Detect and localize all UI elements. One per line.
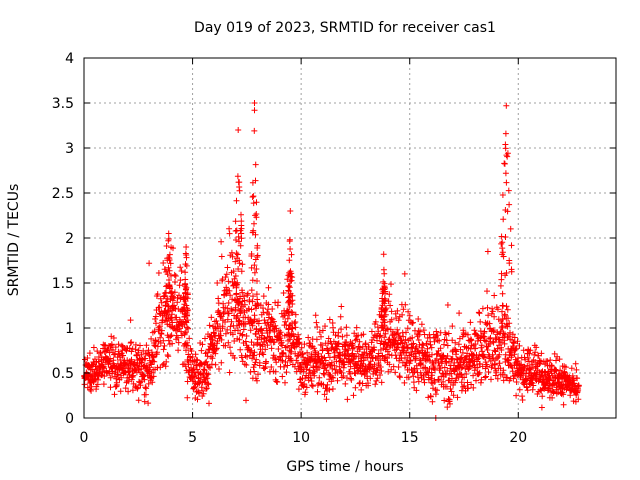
x-tick-label: 5	[188, 430, 197, 446]
x-tick-label: 20	[509, 430, 527, 446]
chart-title: Day 019 of 2023, SRMTID for receiver cas…	[194, 20, 496, 36]
y-tick-label: 4	[65, 51, 74, 67]
y-tick-label: 3.5	[52, 96, 74, 112]
axis-ticks: 0 5 10 15 20 0 0.5 1 1.5 2 2.5 3 3.5 4	[52, 51, 616, 446]
x-axis-label: GPS time / hours	[286, 459, 403, 475]
y-tick-label: 0	[65, 411, 74, 427]
x-tick-label: 10	[292, 430, 310, 446]
x-tick-label: 0	[80, 430, 89, 446]
y-tick-label: 1	[65, 321, 74, 337]
scatter-markers	[81, 100, 582, 421]
y-tick-label: 0.5	[52, 366, 74, 382]
y-tick-label: 1.5	[52, 276, 74, 292]
y-tick-label: 2	[65, 231, 74, 247]
y-axis-label: SRMTID / TECUs	[6, 184, 22, 297]
y-tick-label: 2.5	[52, 186, 74, 202]
x-tick-label: 15	[401, 430, 419, 446]
data-points	[81, 100, 582, 421]
y-tick-label: 3	[65, 141, 74, 157]
